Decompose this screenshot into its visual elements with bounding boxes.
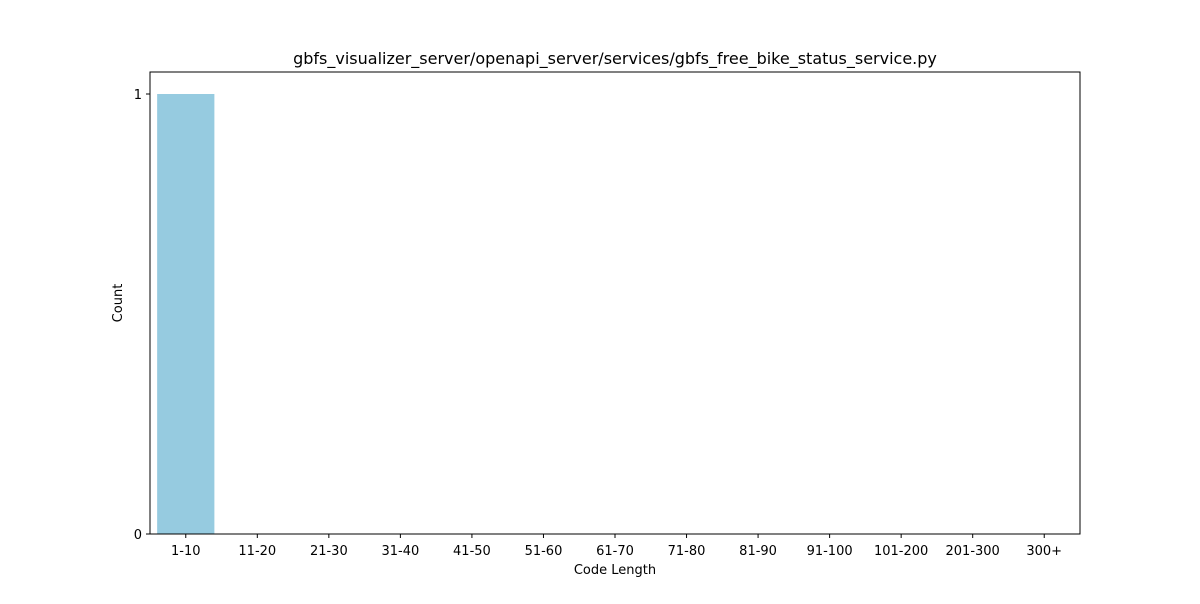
y-tick-label: 1 <box>134 88 142 103</box>
x-tick-label: 1-10 <box>171 544 201 559</box>
y-axis-ticks: 01 <box>134 88 150 543</box>
x-tick-label: 11-20 <box>238 544 276 559</box>
x-tick-label: 91-100 <box>807 544 853 559</box>
x-tick-label: 31-40 <box>381 544 419 559</box>
x-tick-label: 71-80 <box>668 544 706 559</box>
x-tick-label: 81-90 <box>739 544 777 559</box>
bar-1-10 <box>157 94 215 534</box>
plot-frame <box>149 71 1081 535</box>
x-axis-label: Code Length <box>574 563 656 578</box>
x-tick-label: 21-30 <box>310 544 348 559</box>
bars-layer <box>157 94 215 534</box>
chart-title: gbfs_visualizer_server/openapi_server/se… <box>293 49 937 69</box>
x-tick-label: 61-70 <box>596 544 634 559</box>
x-tick-label: 300+ <box>1026 544 1062 559</box>
x-tick-label: 41-50 <box>453 544 491 559</box>
x-tick-label: 51-60 <box>525 544 563 559</box>
y-tick-label: 0 <box>134 528 142 543</box>
x-tick-label: 201-300 <box>946 544 1000 559</box>
y-axis-label: Count <box>111 284 126 323</box>
x-axis-ticks: 1-10 11-20 21-30 31-40 41-50 51-60 61-70 71-80 8… <box>171 534 1062 559</box>
x-tick-label: 101-200 <box>874 544 928 559</box>
